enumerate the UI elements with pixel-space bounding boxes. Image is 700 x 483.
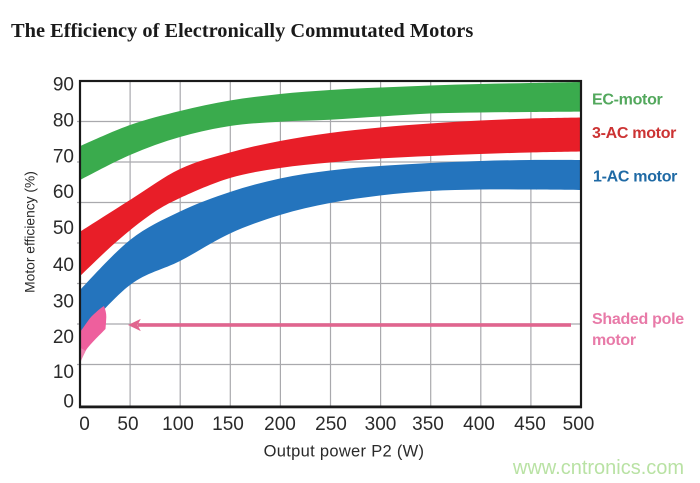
svg-text:Motor efficiency (%): Motor efficiency (%): [23, 171, 38, 293]
svg-text:Output power P2 (W): Output power P2 (W): [264, 443, 425, 461]
svg-text:200: 200: [264, 414, 296, 435]
svg-text:Shaded pole: Shaded pole: [592, 311, 684, 328]
svg-text:100: 100: [162, 414, 194, 435]
svg-text:1-AC motor: 1-AC motor: [593, 168, 677, 185]
svg-text:150: 150: [212, 414, 244, 435]
svg-text:60: 60: [53, 182, 74, 203]
svg-text:50: 50: [53, 218, 74, 239]
svg-text:50: 50: [117, 414, 138, 435]
svg-text:300: 300: [365, 414, 397, 435]
svg-text:250: 250: [315, 414, 347, 435]
svg-text:EC-motor: EC-motor: [592, 91, 663, 108]
svg-text:70: 70: [53, 147, 74, 168]
svg-text:The Efficiency of Electronical: The Efficiency of Electronically Commuta…: [11, 20, 473, 42]
svg-text:450: 450: [514, 414, 546, 435]
svg-text:10: 10: [53, 362, 74, 383]
svg-text:0: 0: [63, 392, 74, 413]
svg-text:400: 400: [463, 414, 495, 435]
svg-text:20: 20: [53, 327, 74, 348]
svg-text:30: 30: [53, 292, 74, 313]
svg-text:40: 40: [53, 255, 74, 276]
svg-text:500: 500: [563, 414, 595, 435]
svg-text:90: 90: [53, 75, 74, 96]
svg-text:www.cntronics.com: www.cntronics.com: [512, 457, 684, 479]
svg-text:motor: motor: [592, 332, 636, 349]
svg-text:3-AC motor: 3-AC motor: [592, 125, 676, 142]
svg-text:350: 350: [412, 414, 444, 435]
svg-text:0: 0: [79, 414, 90, 435]
svg-text:80: 80: [53, 111, 74, 132]
